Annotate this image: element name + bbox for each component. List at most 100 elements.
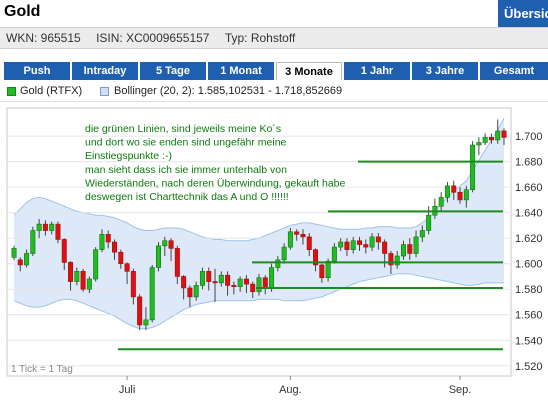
type-label: Typ: Rohstoff xyxy=(224,31,296,45)
candle-body xyxy=(338,241,344,248)
candle-body xyxy=(350,240,356,250)
annotation-line: und dort wo sie enden sind ungefähr mein… xyxy=(85,137,287,149)
annotation-line: deswegen ist Charttechnik das A und O !!… xyxy=(85,191,289,203)
candle-body xyxy=(93,249,99,280)
candle-body xyxy=(470,144,476,190)
legend-gold-label: Gold (RTFX) xyxy=(20,85,83,97)
wkn-label: WKN: 965515 xyxy=(6,31,81,45)
annotation-line: Wiederständen, nach deren Überwindung, g… xyxy=(85,177,346,189)
candle-body xyxy=(488,137,494,141)
candle-body xyxy=(237,278,243,287)
bollinger-lower-line xyxy=(13,273,504,330)
candle-body xyxy=(482,137,488,143)
candle-body xyxy=(394,255,400,266)
tick-footer-note: 1 Tick = 1 Tag xyxy=(11,364,73,375)
candle-body xyxy=(149,267,155,321)
y-tick-label: 1.680 xyxy=(515,157,543,169)
candle-body xyxy=(275,259,281,268)
candle-body xyxy=(250,283,256,293)
candle-body xyxy=(438,197,444,207)
support-line-layer xyxy=(118,160,503,351)
x-tick-label: Juli xyxy=(119,384,136,396)
candle-body xyxy=(206,271,212,282)
tab-push[interactable]: Push xyxy=(4,62,70,80)
isin-label: ISIN: XC0009655157 xyxy=(96,31,210,45)
candle-body xyxy=(407,244,413,254)
bollinger-band-area xyxy=(14,118,504,329)
candle-body xyxy=(400,244,406,257)
tab-gesamt[interactable]: Gesamt xyxy=(480,62,548,80)
y-tick-label: 1.600 xyxy=(515,259,543,271)
candle-body xyxy=(495,130,501,141)
candle-layer xyxy=(11,119,507,331)
candle-body xyxy=(243,278,249,285)
candle-body xyxy=(17,259,23,266)
chart-legend: Gold (RTFX) Bollinger (20, 2): 1.585,102… xyxy=(0,83,548,102)
annotation-line: die grünen Linien, sind jeweils meine Ko… xyxy=(85,123,281,135)
overview-button[interactable]: Übersic xyxy=(498,0,548,27)
candle-body xyxy=(105,234,111,243)
candle-body xyxy=(80,271,86,290)
candle-body xyxy=(225,274,231,286)
candle-body xyxy=(463,189,469,201)
candle-body xyxy=(55,223,61,240)
candle-body xyxy=(375,236,381,243)
candle-body xyxy=(382,241,388,254)
candle-body xyxy=(155,245,161,268)
tab-3-monate[interactable]: 3 Monate xyxy=(276,62,342,80)
candle-body xyxy=(168,240,174,249)
candle-body xyxy=(344,241,350,250)
candle-body xyxy=(369,236,375,248)
candle-body xyxy=(61,239,67,263)
candlestick-chart: 1.520 1.540 1.560 1.580 1.600 1.620 1.640 1.660… xyxy=(6,107,543,396)
y-tick-label: 1.540 xyxy=(515,335,543,347)
candle-body xyxy=(281,246,287,261)
candle-body xyxy=(30,230,36,254)
candle-body xyxy=(388,253,394,266)
tab-intraday[interactable]: Intraday xyxy=(72,62,138,80)
instrument-info-bar: WKN: 965515 ISIN: XC0009655157 Typ: Rohs… xyxy=(0,27,548,49)
candle-body xyxy=(36,223,42,231)
legend-bollinger-label: Bollinger (20, 2): 1.585,102531 - 1.718,… xyxy=(114,85,343,97)
tab-5-tage[interactable]: 5 Tage xyxy=(140,62,206,80)
candle-body xyxy=(99,234,105,250)
candle-body xyxy=(256,277,262,293)
candle-body xyxy=(11,248,17,258)
candle-body xyxy=(118,251,124,264)
instrument-title: Gold xyxy=(4,3,41,20)
candle-body xyxy=(363,244,369,248)
tab-1-jahr[interactable]: 1 Jahr xyxy=(344,62,410,80)
candle-body xyxy=(218,274,224,284)
candle-body xyxy=(68,262,74,282)
axis-layer: 1.520 1.540 1.560 1.580 1.600 1.620 1.640 1.660… xyxy=(11,131,543,396)
candle-body xyxy=(313,249,319,266)
candle-body xyxy=(357,240,363,245)
y-tick-label: 1.640 xyxy=(515,208,543,220)
candle-body xyxy=(319,264,325,279)
candle-body xyxy=(187,287,193,298)
y-tick-label: 1.660 xyxy=(515,182,543,194)
candle-body xyxy=(181,276,187,289)
y-tick-label: 1.580 xyxy=(515,284,543,296)
tab-3-jahre[interactable]: 3 Jahre xyxy=(412,62,478,80)
annotation-line: man sieht dass ich sie immer unterhalb v… xyxy=(85,164,287,176)
candle-body xyxy=(174,248,180,277)
y-tick-label: 1.560 xyxy=(515,310,543,322)
candle-body xyxy=(331,246,337,262)
candle-body xyxy=(269,267,275,289)
x-tick-label: Sep. xyxy=(449,384,472,396)
candle-body xyxy=(74,271,80,282)
candle-body xyxy=(86,278,92,290)
candle-body xyxy=(212,281,218,284)
tab-1-monat[interactable]: 1 Monat xyxy=(208,62,274,80)
y-tick-label: 1.700 xyxy=(515,131,543,143)
annotation-layer: die grünen Linien, sind jeweils meine Ko… xyxy=(85,123,346,203)
candle-body xyxy=(300,234,306,238)
candle-body xyxy=(193,285,199,298)
candle-body xyxy=(451,185,457,193)
candle-body xyxy=(231,285,237,287)
candle-body xyxy=(162,240,168,247)
y-tick-label: 1.520 xyxy=(515,361,543,373)
candle-body xyxy=(42,223,48,231)
candle-body xyxy=(262,277,268,289)
